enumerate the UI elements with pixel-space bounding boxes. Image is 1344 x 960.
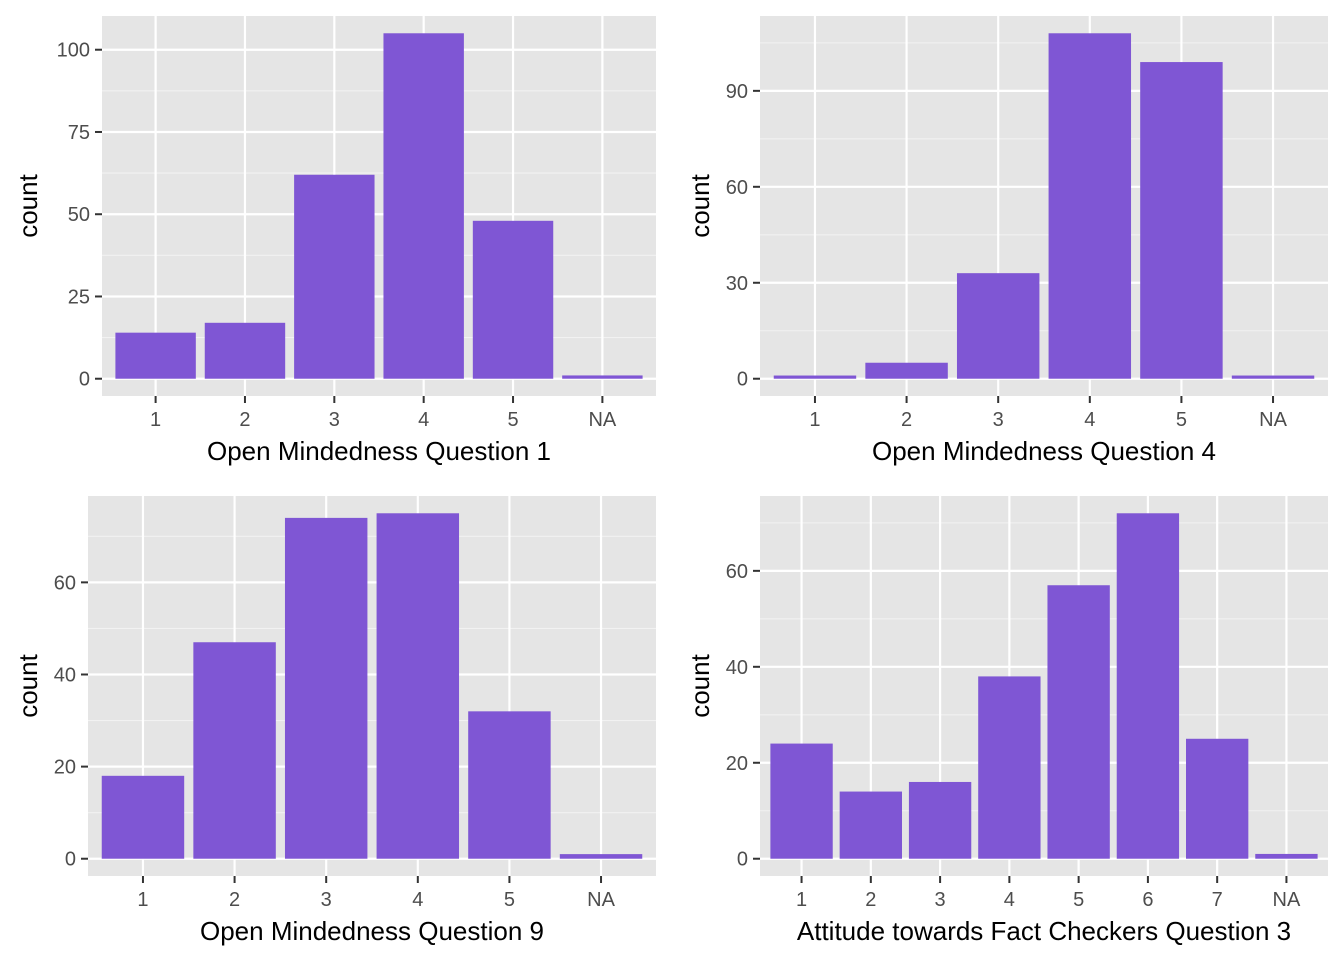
x-tick-label: 1 [796,889,807,911]
x-tick-label: 4 [1004,889,1015,911]
bar-3 [284,517,368,859]
bar-5 [468,711,551,859]
bar-1 [773,375,857,379]
bar-chart-open-mindedness-q9: 0 20 40 60 1 2 3 4 5 NA Open Mindedness Question 9… [13,496,656,946]
bar-1 [770,743,833,859]
x-tick-label: 7 [1212,889,1223,911]
y-tick-label: 20 [726,753,748,775]
y-axis-title: count [685,653,715,717]
bar-4 [978,676,1041,859]
x-tick-label: 4 [412,889,423,911]
chart-panel-open-mindedness-q9: 0 20 40 60 1 2 3 4 5 NA Open Mindedness Question 9… [0,480,672,960]
x-tick-label: 2 [865,889,876,911]
x-tick-label: 1 [809,409,820,431]
y-tick-label: 0 [737,849,748,871]
bar-chart-open-mindedness-q1: 0 25 50 75 100 1 2 3 4 5 NA Open Mindedness Questio… [13,16,656,466]
y-tick-label: 75 [68,122,90,144]
bar-5 [1140,62,1223,379]
y-tick-label: 60 [726,177,748,199]
bar-3 [294,174,375,379]
y-tick-label: 20 [54,757,76,779]
y-tick-label: 40 [726,657,748,679]
chart-panel-open-mindedness-q4: 0 30 60 90 1 2 3 4 5 NA Open Mindedness Question 4… [672,0,1344,480]
bar-5 [1047,585,1110,859]
x-tick-label: 5 [507,409,518,431]
x-axis-title: Open Mindedness Question 9 [200,916,544,946]
y-tick-label: 0 [65,849,76,871]
bar-6 [1116,513,1180,859]
y-tick-label: 100 [57,40,90,62]
x-tick-label: 3 [993,409,1004,431]
bar-2 [193,642,276,859]
bar-2 [839,791,902,859]
y-axis-title: count [13,653,43,717]
bar-2 [204,322,286,379]
bar-4 [383,33,464,379]
plot-background [760,16,1328,396]
y-tick-label: 60 [726,561,748,583]
bar-5 [472,220,554,379]
y-axis-title: count [685,173,715,237]
x-tick-label: 2 [239,409,250,431]
x-tick-label: 4 [1084,409,1095,431]
bar-4 [376,513,460,859]
chart-panel-fact-checkers-q3: 0 20 40 60 1 2 3 4 5 6 7 NA Attitude towards Fact Ch… [672,480,1344,960]
x-tick-label: 3 [321,889,332,911]
y-tick-label: 25 [68,286,90,308]
chart-panel-open-mindedness-q1: 0 25 50 75 100 1 2 3 4 5 NA Open Mindedness Questio… [0,0,672,480]
y-tick-label: 60 [54,572,76,594]
x-tick-label: 1 [137,889,148,911]
y-tick-label: 90 [726,81,748,103]
bar-1 [115,332,196,379]
y-tick-label: 0 [737,369,748,391]
x-tick-label: NA [587,889,615,911]
x-tick-label: 6 [1142,889,1153,911]
x-tick-label: 3 [935,889,946,911]
bar-chart-open-mindedness-q4: 0 30 60 90 1 2 3 4 5 NA Open Mindedness Question 4… [685,16,1328,466]
bar-3 [956,273,1040,379]
x-tick-label: NA [1259,409,1287,431]
x-axis-title: Open Mindedness Question 1 [207,436,551,466]
bar-3 [908,781,972,859]
bar-2 [865,362,948,379]
x-tick-label: 5 [1176,409,1187,431]
x-tick-label: 5 [1073,889,1084,911]
x-tick-label: 5 [504,889,515,911]
bar-na [562,375,643,379]
bar-4 [1048,33,1132,379]
y-tick-label: 0 [79,369,90,391]
x-axis-title: Attitude towards Fact Checkers Question … [797,916,1291,946]
x-tick-label: 2 [229,889,240,911]
bar-1 [101,775,185,859]
x-tick-label: 3 [329,409,340,431]
x-axis-title: Open Mindedness Question 4 [872,436,1216,466]
x-tick-label: NA [588,409,616,431]
bar-7 [1186,738,1249,859]
y-tick-label: 50 [68,204,90,226]
y-tick-label: 30 [726,273,748,295]
x-tick-label: NA [1273,889,1301,911]
bar-chart-fact-checkers-q3: 0 20 40 60 1 2 3 4 5 6 7 NA Attitude towards Fact Ch… [685,496,1328,946]
bar-na [559,854,643,859]
y-tick-label: 40 [54,664,76,686]
y-axis-title: count [13,173,43,237]
bar-na [1255,853,1318,859]
x-tick-label: 4 [418,409,429,431]
x-tick-label: 2 [901,409,912,431]
bar-na [1231,375,1315,379]
x-tick-label: 1 [150,409,161,431]
